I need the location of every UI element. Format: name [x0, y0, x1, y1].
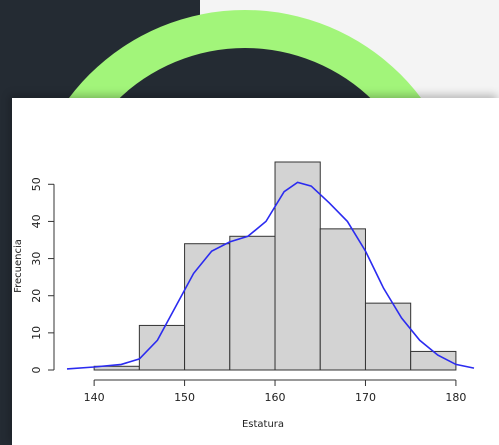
histogram-card: 140 150 160 170 180 0 10 20 30 40 50 Estatura Fre… — [12, 98, 499, 445]
x-tick-label: 170 — [355, 391, 376, 404]
histogram-bar — [274, 161, 321, 371]
x-tick-label: 160 — [265, 391, 286, 404]
y-axis: 0 10 20 30 40 50 — [30, 177, 55, 374]
x-tick-label: 180 — [445, 391, 466, 404]
y-tick-label: 10 — [30, 326, 43, 340]
x-axis: 140 150 160 170 180 — [84, 379, 466, 404]
x-tick-label: 150 — [174, 391, 195, 404]
histogram-bar — [184, 243, 231, 371]
y-tick-label: 0 — [30, 367, 43, 374]
histogram-bar — [229, 235, 276, 371]
density-curve — [66, 181, 475, 370]
y-tick-label: 30 — [30, 252, 43, 266]
y-axis-label: Frecuencia — [13, 239, 24, 293]
histogram-bar — [319, 228, 366, 371]
histogram-bar — [364, 302, 412, 371]
y-tick-label: 50 — [30, 177, 43, 191]
y-tick-label: 40 — [30, 214, 43, 228]
x-tick-label: 140 — [84, 391, 105, 404]
histogram-chart: 140 150 160 170 180 0 10 20 30 40 50 Estatura Fre… — [13, 161, 475, 430]
x-axis-label: Estatura — [242, 419, 284, 430]
y-tick-label: 20 — [30, 289, 43, 303]
